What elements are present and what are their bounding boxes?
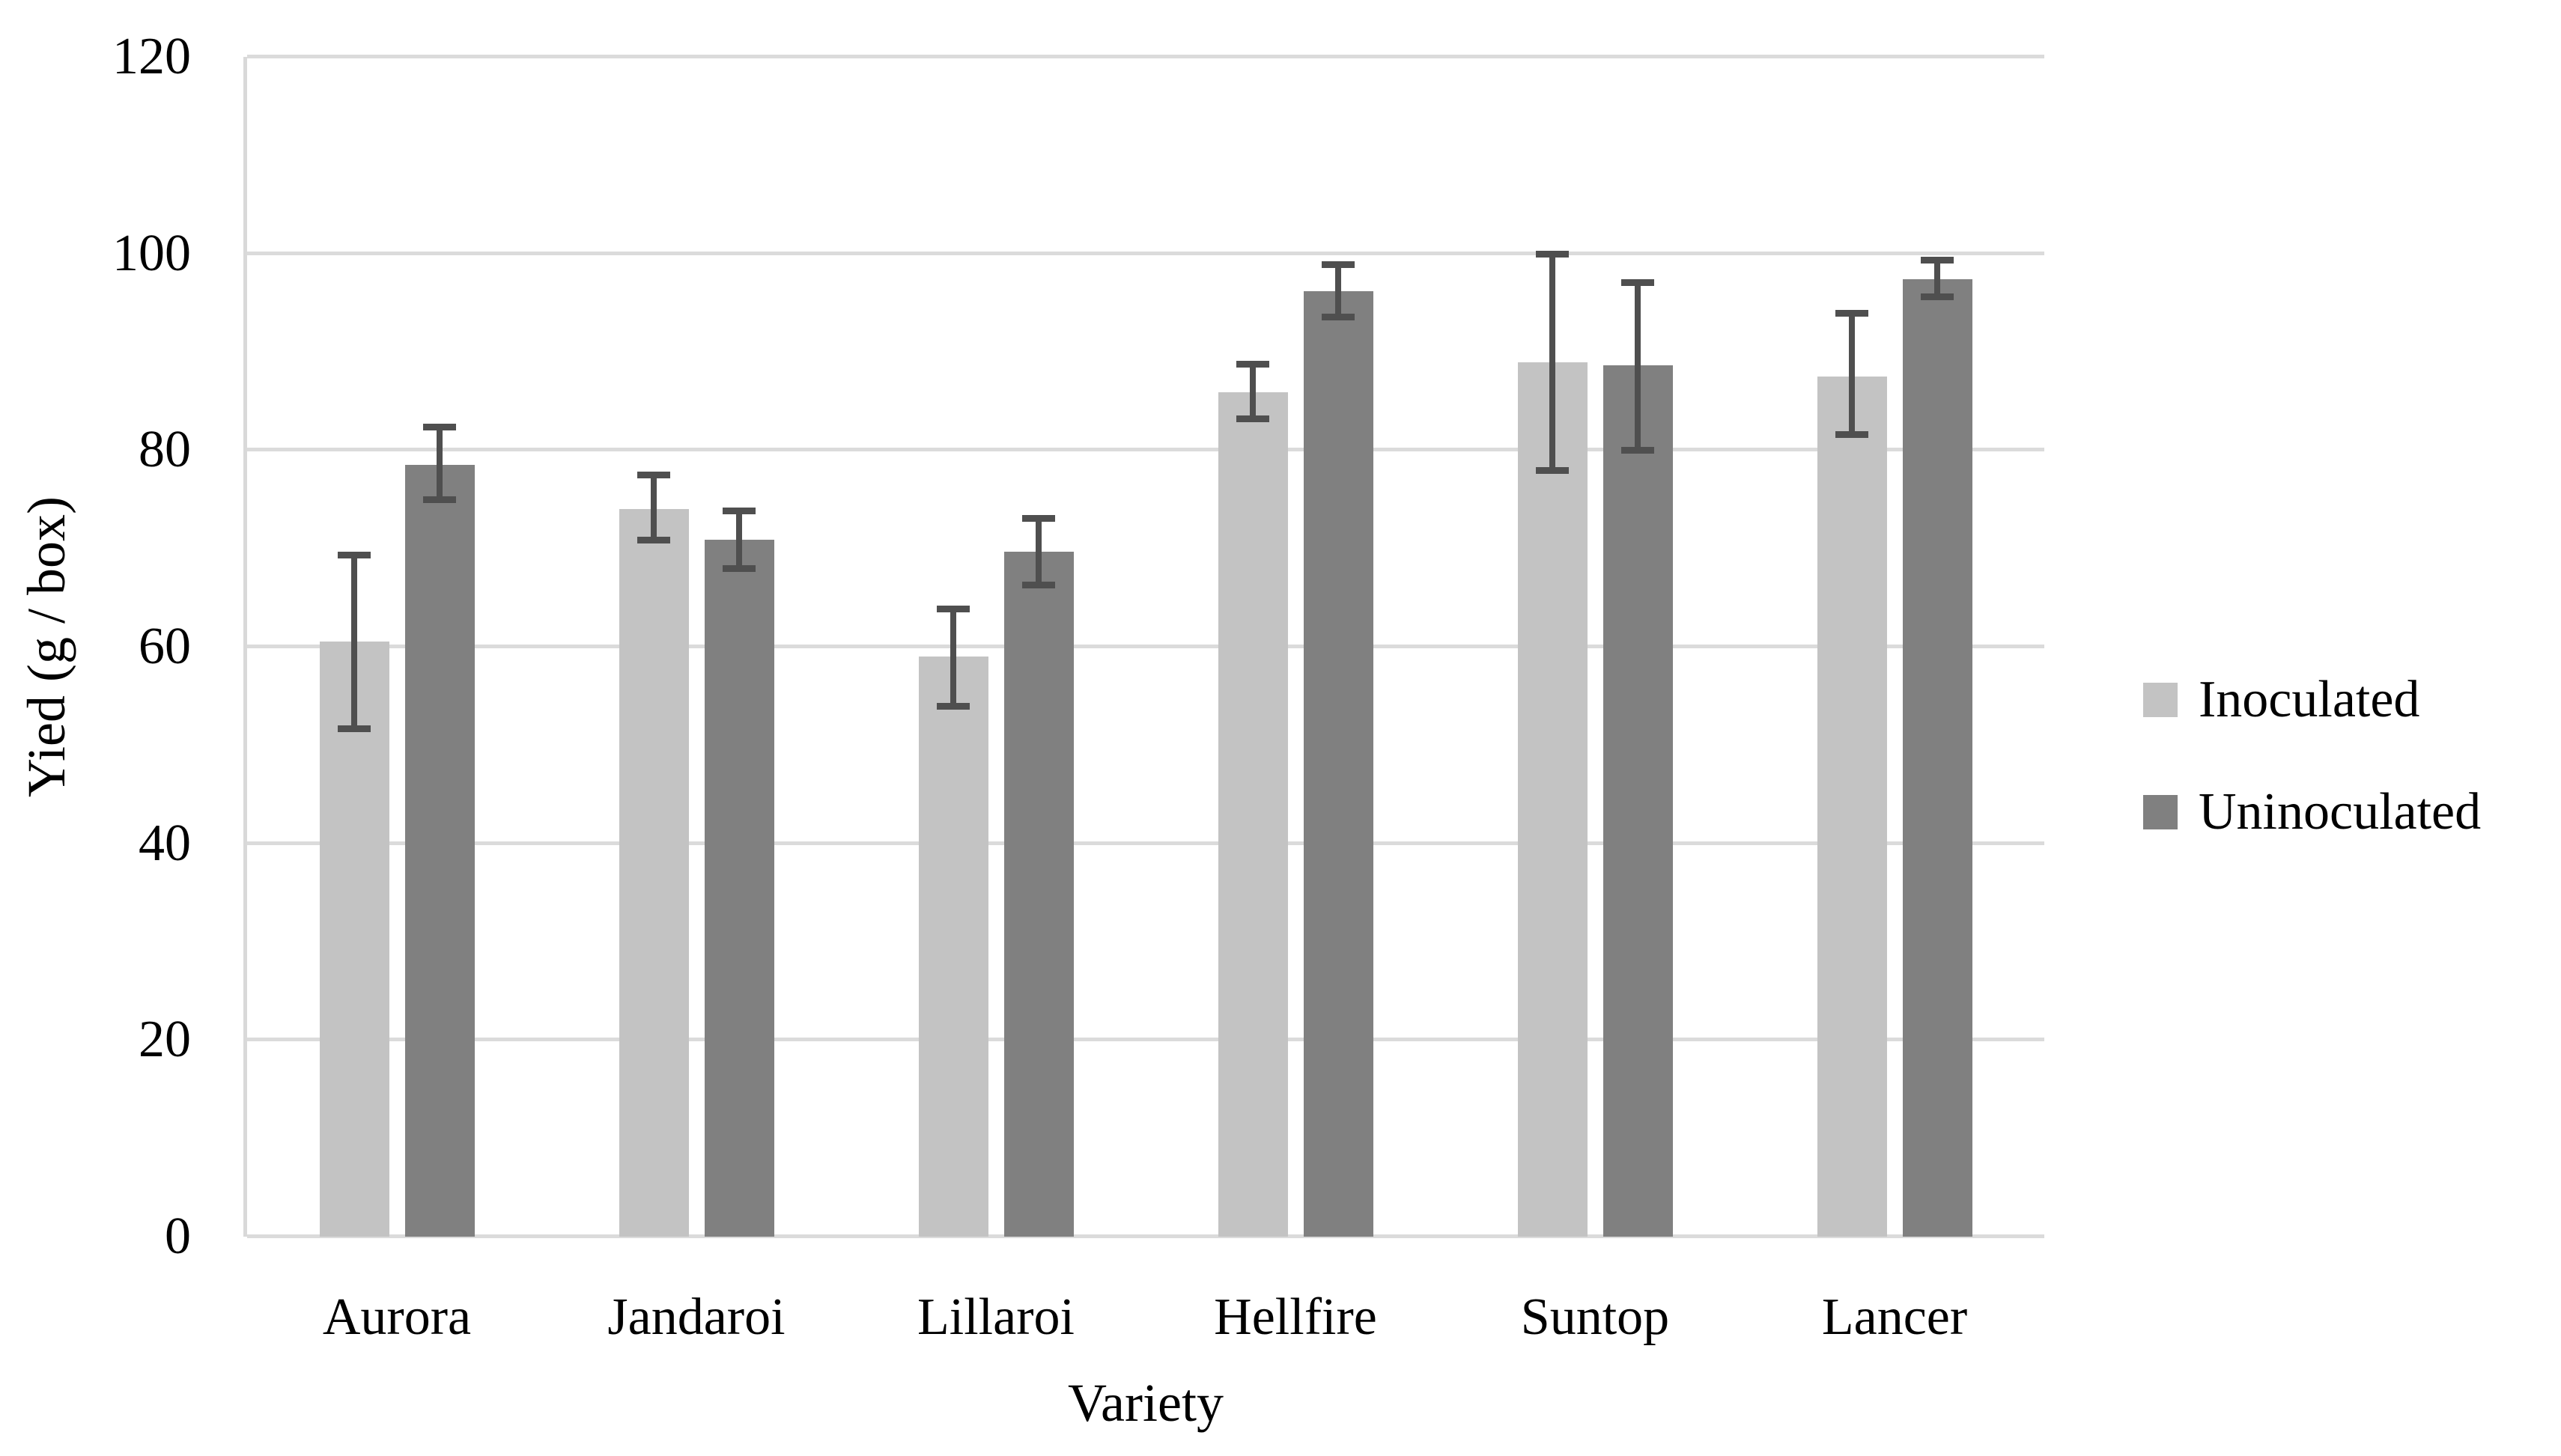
error-bar-line	[1849, 313, 1855, 435]
error-cap-bottom	[1835, 431, 1868, 439]
y-tick-label-120: 120	[112, 28, 191, 85]
error-cap-bottom	[937, 702, 970, 710]
gridline-0	[247, 1234, 2044, 1238]
y-tick-label-60: 60	[139, 618, 191, 675]
bar-group-jandaroi	[547, 57, 846, 1237]
legend-item-inoculated: Inoculated	[2143, 674, 2481, 726]
gridline-120	[247, 55, 2044, 58]
gridline-60	[247, 645, 2044, 648]
error-bar-line	[950, 609, 956, 706]
error-cap-bottom	[1621, 447, 1654, 454]
bar-group-hellfire	[1146, 57, 1445, 1237]
legend: Inoculated Uninoculated	[2143, 674, 2481, 838]
bar-inoculated-lillaroi	[918, 657, 988, 1237]
y-tick-label-80: 80	[139, 421, 191, 479]
y-tick-label-40: 40	[139, 814, 191, 872]
category-label-lancer: Lancer	[1821, 1288, 1968, 1346]
error-bar-line	[651, 475, 657, 540]
bar-uninoculated-hellfire	[1303, 290, 1373, 1237]
category-label-suntop: Suntop	[1520, 1288, 1670, 1346]
gridline-80	[247, 448, 2044, 452]
error-cap-top	[1022, 515, 1055, 523]
bar-group-lillaroi	[846, 57, 1146, 1237]
legend-swatch-uninoculated	[2143, 795, 2178, 829]
y-axis-line	[243, 57, 247, 1237]
legend-label-uninoculated: Uninoculated	[2199, 783, 2482, 841]
bar-inoculated-jandaroi	[619, 509, 689, 1237]
error-cap-top	[723, 507, 756, 514]
bar-group-aurora	[247, 57, 547, 1237]
error-cap-top	[1835, 309, 1868, 317]
gridline-100	[247, 251, 2044, 255]
error-cap-bottom	[423, 496, 456, 503]
bar-inoculated-aurora	[319, 642, 389, 1237]
error-bar-line	[1036, 519, 1042, 585]
error-cap-bottom	[1322, 313, 1355, 320]
x-axis-title: Variety	[1068, 1373, 1224, 1433]
legend-swatch-inoculated	[2143, 683, 2178, 717]
error-bar-line	[1549, 255, 1555, 470]
bar-inoculated-suntop	[1517, 362, 1588, 1237]
error-cap-top	[1536, 250, 1569, 258]
error-cap-bottom	[1022, 582, 1055, 589]
legend-item-uninoculated: Uninoculated	[2143, 786, 2481, 838]
error-cap-bottom	[723, 564, 756, 572]
gridline-20	[247, 1038, 2044, 1042]
error-cap-top	[1921, 256, 1954, 264]
error-bar-line	[736, 511, 742, 568]
error-bar-line	[1335, 265, 1341, 317]
error-cap-top	[637, 472, 670, 479]
category-label-hellfire: Hellfire	[1214, 1288, 1377, 1346]
error-cap-top	[338, 551, 371, 558]
bar-uninoculated-lancer	[1902, 278, 1972, 1237]
bar-inoculated-lancer	[1817, 376, 1887, 1237]
bar-group-lancer	[1745, 57, 2044, 1237]
error-cap-bottom	[338, 725, 371, 733]
category-label-lillaroi: Lillaroi	[917, 1288, 1075, 1346]
gridline-40	[247, 841, 2044, 845]
plot-area	[247, 55, 2044, 1238]
bar-uninoculated-aurora	[404, 465, 475, 1237]
y-tick-label-20: 20	[139, 1011, 191, 1069]
legend-label-inoculated: Inoculated	[2199, 671, 2420, 728]
y-tick-label-0: 0	[165, 1207, 191, 1265]
error-cap-bottom	[1921, 293, 1954, 301]
error-cap-top	[1621, 279, 1654, 287]
category-label-aurora: Aurora	[322, 1288, 472, 1346]
error-bar-line	[437, 427, 443, 499]
bar-uninoculated-suntop	[1602, 365, 1673, 1237]
error-bar-line	[1934, 260, 1940, 297]
error-cap-bottom	[1236, 415, 1269, 423]
bar-uninoculated-jandaroi	[704, 539, 774, 1237]
error-bar-line	[1250, 365, 1256, 419]
error-cap-top	[1236, 361, 1269, 368]
error-cap-top	[1322, 261, 1355, 269]
error-cap-top	[937, 606, 970, 613]
bar-uninoculated-lillaroi	[1003, 551, 1074, 1237]
bar-group-suntop	[1445, 57, 1745, 1237]
error-cap-top	[423, 424, 456, 431]
error-bar-line	[1635, 283, 1641, 451]
y-tick-label-100: 100	[112, 224, 191, 282]
bar-inoculated-hellfire	[1218, 392, 1288, 1237]
error-bar-line	[351, 555, 357, 729]
error-cap-bottom	[1536, 466, 1569, 474]
error-cap-bottom	[637, 536, 670, 543]
category-label-jandaroi: Jandaroi	[607, 1288, 786, 1346]
